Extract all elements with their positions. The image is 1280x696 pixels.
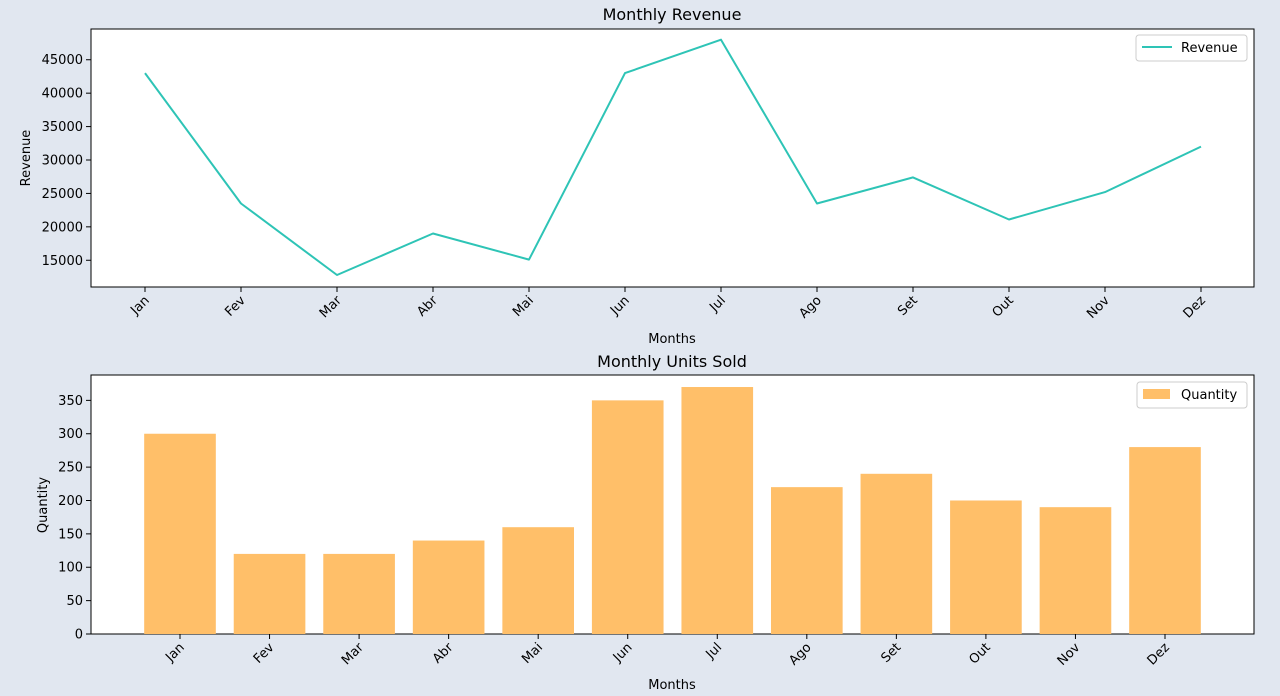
units-bar [1040, 507, 1112, 634]
revenue-y-tick-label: 40000 [42, 87, 83, 102]
units-y-tick-label: 200 [58, 494, 83, 509]
units-legend-swatch [1143, 389, 1170, 399]
units-legend-label: Quantity [1181, 388, 1237, 403]
units-x-tick-label: Fev [251, 640, 278, 667]
units-legend: Quantity [1137, 382, 1247, 408]
units-chart-title: Monthly Units Sold [597, 352, 747, 371]
revenue-x-tick-label: Out [990, 293, 1017, 320]
units-bar [502, 527, 574, 634]
units-y-tick-label: 350 [58, 394, 83, 409]
units-bar-chart: Monthly Units Sold Months Quantity 0 50 10… [36, 352, 1254, 692]
units-bar [144, 434, 216, 634]
units-bar [771, 487, 843, 634]
units-bar [413, 541, 485, 634]
units-y-tick-label: 0 [75, 628, 83, 643]
revenue-x-tick-label: Set [895, 293, 921, 319]
revenue-x-tick-label: Ago [796, 293, 824, 321]
units-bar [950, 500, 1022, 634]
units-x-tick-label: Nov [1055, 640, 1084, 669]
units-bar [592, 400, 664, 634]
units-x-tick-label: Jun [610, 640, 636, 666]
revenue-x-tick-label: Jul [706, 293, 728, 315]
units-x-tick-label: Out [966, 640, 993, 667]
revenue-y-tick-label: 30000 [42, 154, 83, 169]
revenue-x-tick-label: Mar [317, 293, 345, 321]
revenue-x-tick-label: Mai [510, 293, 537, 320]
revenue-x-tick-label: Dez [1181, 293, 1209, 321]
revenue-y-tick-label: 25000 [42, 187, 83, 202]
units-x-tick-label: Abr [430, 640, 457, 667]
units-bar [234, 554, 306, 634]
units-x-tick-label: Dez [1145, 640, 1173, 668]
revenue-x-tick-label: Nov [1084, 293, 1113, 322]
revenue-plot-area [91, 29, 1254, 287]
units-x-tick-label: Jan [162, 640, 187, 665]
revenue-x-tick-label: Abr [414, 293, 441, 320]
units-x-tick-label: Set [878, 640, 904, 666]
revenue-y-tick-label: 45000 [42, 53, 83, 68]
units-y-tick-label: 150 [58, 527, 83, 542]
units-y-tick-label: 250 [58, 461, 83, 476]
revenue-y-axis-label: Revenue [19, 130, 34, 187]
revenue-y-tick-label: 20000 [42, 220, 83, 235]
units-bar [861, 474, 933, 634]
units-x-tick-label: Mai [519, 640, 546, 667]
units-x-ticks: Jan Fev Mar Abr Mai Jun Jul Ago Set Out Nov Dez [162, 634, 1173, 669]
revenue-x-axis-label: Months [648, 332, 696, 347]
revenue-legend: Revenue [1136, 35, 1247, 61]
revenue-line-chart: Monthly Revenue Months Revenue 15000 2000… [19, 5, 1254, 347]
revenue-y-tick-label: 35000 [42, 120, 83, 135]
revenue-x-tick-label: Fev [222, 293, 249, 320]
revenue-x-tick-label: Jan [127, 293, 152, 318]
units-bar [681, 387, 753, 634]
units-bar [323, 554, 395, 634]
units-y-axis-label: Quantity [36, 477, 51, 533]
revenue-x-ticks: Jan Fev Mar Abr Mai Jun Jul Ago Set Out Nov Dez [127, 287, 1209, 322]
revenue-legend-label: Revenue [1181, 41, 1238, 56]
units-x-tick-label: Mar [339, 640, 367, 668]
revenue-y-tick-label: 15000 [42, 254, 83, 269]
units-x-tick-label: Ago [786, 640, 814, 668]
units-bar [1129, 447, 1201, 634]
units-y-ticks: 0 50 100 150 200 250 300 350 [58, 394, 91, 643]
units-y-tick-label: 100 [58, 561, 83, 576]
units-x-axis-label: Months [648, 678, 696, 692]
units-y-tick-label: 50 [66, 594, 83, 609]
revenue-x-tick-label: Jun [607, 293, 633, 319]
revenue-chart-title: Monthly Revenue [603, 5, 742, 24]
revenue-y-ticks: 15000 20000 25000 30000 35000 40000 45000 [42, 53, 91, 269]
units-y-tick-label: 300 [58, 427, 83, 442]
units-x-tick-label: Jul [703, 640, 725, 662]
